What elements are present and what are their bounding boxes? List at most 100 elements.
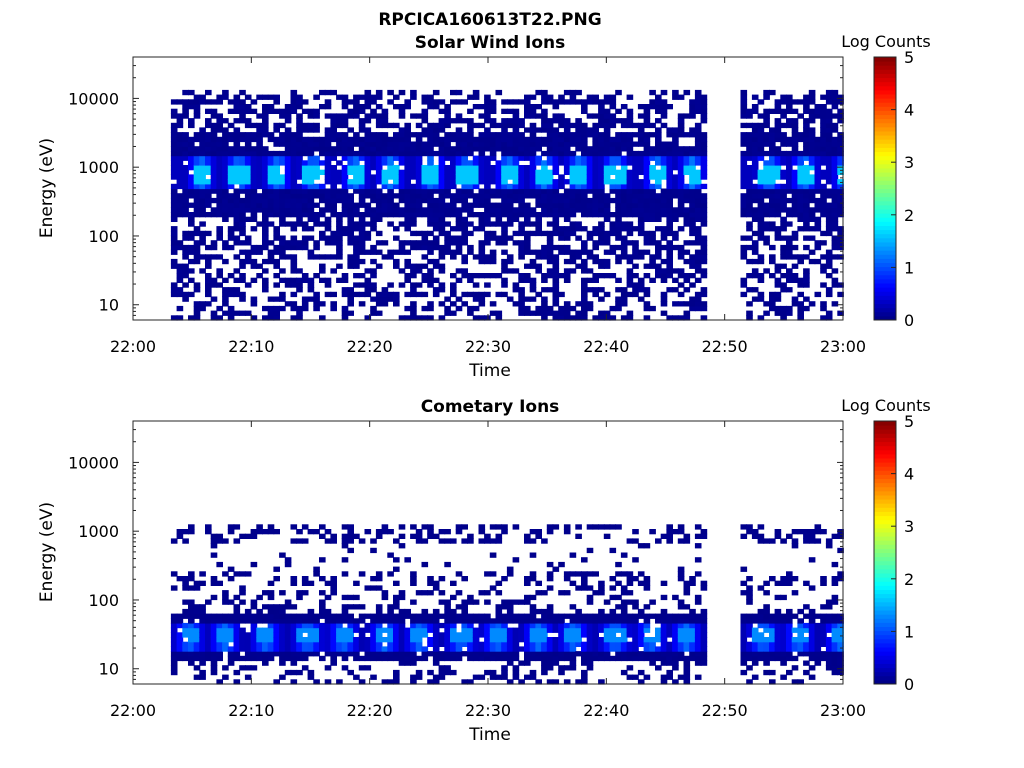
count-cell — [427, 679, 434, 685]
count-cell — [541, 165, 548, 171]
count-cell — [586, 169, 594, 175]
count-cell — [427, 94, 434, 100]
count-cell — [227, 273, 235, 279]
count-cell — [472, 155, 480, 161]
count-cell — [432, 226, 440, 232]
count-cell — [820, 188, 827, 194]
count-cell — [358, 212, 366, 218]
count-cell — [825, 258, 833, 265]
count-cell — [529, 287, 537, 293]
count-cell — [820, 230, 827, 237]
count-cell — [484, 669, 491, 676]
count-cell — [649, 305, 656, 312]
count-cell — [170, 249, 178, 255]
count-cell — [700, 254, 708, 260]
count-cell — [330, 132, 337, 138]
count-cell — [780, 254, 787, 260]
count-cell — [649, 89, 656, 96]
count-cell — [478, 226, 486, 232]
count-cell — [210, 113, 218, 119]
count-cell — [404, 197, 411, 204]
count-cell — [222, 212, 229, 218]
count-cell — [461, 599, 468, 605]
count-cell — [233, 604, 241, 610]
count-cell — [643, 212, 651, 218]
count-cell — [398, 618, 406, 624]
count-cell — [751, 122, 759, 129]
count-cell — [643, 674, 651, 680]
count-cell — [193, 113, 201, 119]
count-cell — [837, 108, 844, 114]
count-cell — [677, 146, 685, 152]
count-cell — [358, 665, 366, 671]
count-cell — [222, 165, 229, 171]
count-cell — [598, 651, 605, 657]
count-cell — [683, 212, 691, 218]
count-cell — [404, 150, 411, 157]
count-cell — [609, 146, 617, 152]
count-cell — [524, 618, 531, 624]
count-cell — [637, 287, 645, 293]
count-cell — [643, 604, 651, 610]
count-cell — [393, 165, 400, 171]
count-cell — [609, 169, 617, 175]
count-cell — [786, 94, 793, 100]
count-cell — [199, 230, 206, 237]
count-cell — [598, 136, 605, 143]
count-cell — [649, 132, 656, 138]
count-cell — [375, 576, 383, 582]
count-cell — [489, 169, 497, 175]
count-cell — [746, 188, 753, 194]
count-cell — [780, 244, 787, 251]
count-cell — [666, 273, 673, 279]
count-cell — [296, 113, 303, 119]
count-cell — [626, 310, 634, 316]
count-cell — [455, 99, 463, 105]
colorbar-segment — [874, 221, 896, 226]
count-cell — [205, 244, 212, 251]
count-cell — [518, 244, 525, 251]
count-cell — [524, 221, 531, 227]
count-cell — [307, 249, 315, 255]
count-cell — [786, 150, 793, 157]
count-cell — [643, 622, 651, 629]
count-cell — [262, 113, 269, 119]
count-cell — [529, 136, 537, 143]
count-cell — [501, 627, 508, 633]
count-cell — [279, 660, 286, 666]
count-cell — [387, 221, 394, 227]
count-cell — [358, 174, 366, 180]
count-cell — [837, 155, 844, 161]
count-cell — [825, 165, 833, 171]
count-cell — [387, 193, 394, 199]
count-cell — [615, 622, 622, 629]
count-cell — [529, 637, 537, 643]
count-cell — [387, 160, 394, 166]
count-cell — [250, 216, 258, 222]
count-cell — [284, 179, 292, 185]
count-cell — [535, 249, 542, 255]
count-cell — [757, 188, 765, 194]
count-cell — [210, 310, 218, 316]
count-cell — [330, 183, 337, 190]
count-cell — [489, 651, 497, 657]
count-cell — [825, 193, 833, 199]
count-cell — [757, 202, 765, 208]
count-cell — [535, 263, 542, 269]
count-cell — [620, 571, 628, 577]
count-cell — [472, 674, 480, 680]
count-cell — [415, 197, 423, 204]
count-cell — [450, 132, 457, 138]
count-cell — [825, 273, 833, 279]
count-cell — [569, 188, 577, 194]
count-cell — [393, 632, 400, 638]
count-cell — [615, 183, 622, 190]
y-tick-label: 10000 — [68, 89, 119, 108]
count-cell — [478, 122, 486, 129]
count-cell — [495, 613, 503, 619]
count-cell — [193, 622, 201, 629]
count-cell — [524, 207, 531, 213]
count-cell — [740, 291, 748, 298]
solar-wind-panel: Solar Wind Ions 22:00 22:10 22:20 22:30 22:4… — [37, 32, 931, 381]
count-cell — [643, 627, 651, 633]
